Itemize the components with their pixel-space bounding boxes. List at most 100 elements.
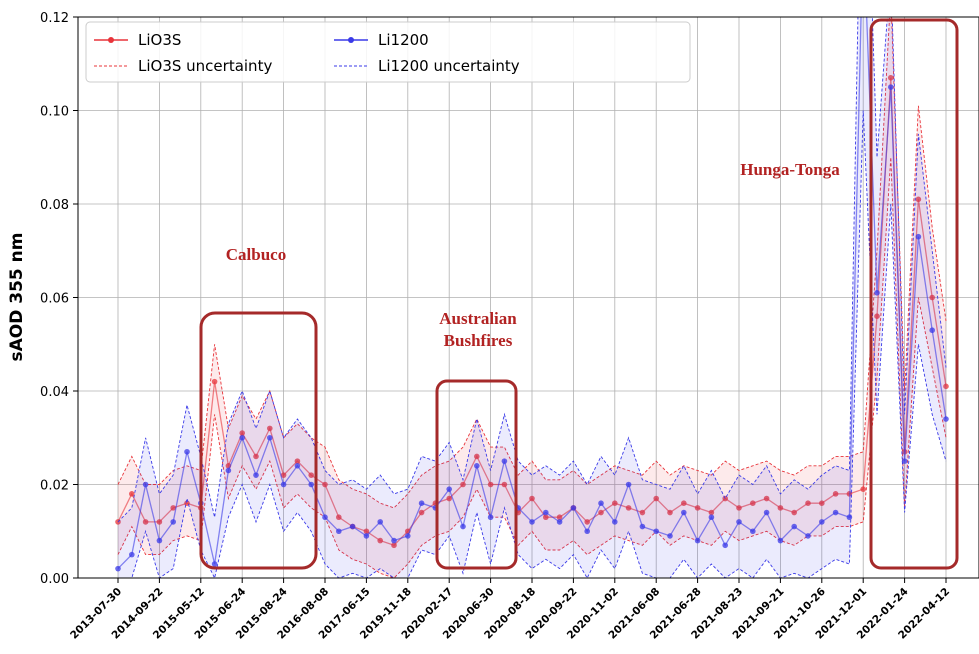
point xyxy=(598,500,604,507)
point xyxy=(943,416,949,422)
point xyxy=(722,542,728,549)
point xyxy=(501,458,508,464)
point xyxy=(474,463,480,469)
point xyxy=(308,481,315,488)
point xyxy=(280,472,287,478)
point xyxy=(322,481,328,488)
point xyxy=(294,458,301,464)
point xyxy=(694,505,701,511)
point xyxy=(460,523,466,530)
point xyxy=(805,500,811,507)
y-axis-label: sAOD 355 nm xyxy=(7,233,27,362)
point xyxy=(487,514,494,521)
point xyxy=(584,528,590,535)
point xyxy=(888,84,894,90)
point xyxy=(598,509,604,516)
point xyxy=(915,233,922,240)
legend-marker xyxy=(348,37,354,43)
point xyxy=(529,495,535,502)
point xyxy=(211,378,218,385)
point xyxy=(943,383,949,390)
point xyxy=(860,486,866,492)
point xyxy=(501,481,508,488)
point xyxy=(308,472,315,478)
point xyxy=(791,509,797,516)
point xyxy=(377,519,384,525)
legend-label: LiO3S xyxy=(138,31,181,49)
point xyxy=(225,467,232,474)
point xyxy=(129,491,135,497)
point xyxy=(653,528,659,535)
point xyxy=(901,458,908,464)
point xyxy=(653,495,659,502)
y-tick-label: 0.02 xyxy=(40,479,69,494)
point xyxy=(929,327,935,334)
point xyxy=(336,528,342,535)
point xyxy=(391,537,397,544)
point xyxy=(667,509,673,516)
point xyxy=(184,448,190,455)
point xyxy=(294,463,301,469)
point xyxy=(253,472,259,478)
point xyxy=(832,491,839,497)
point xyxy=(267,425,273,432)
point xyxy=(336,514,342,521)
point xyxy=(156,519,163,525)
uncertainty-line xyxy=(117,157,947,578)
point xyxy=(349,523,356,530)
point xyxy=(708,509,715,516)
point xyxy=(556,519,563,525)
point xyxy=(418,500,425,507)
point xyxy=(915,196,922,203)
point xyxy=(777,537,784,544)
point xyxy=(736,519,742,525)
point xyxy=(639,509,646,516)
point xyxy=(129,551,135,558)
point xyxy=(832,509,839,516)
highlight-box xyxy=(869,18,959,570)
point xyxy=(363,533,370,539)
point xyxy=(543,509,549,516)
point xyxy=(280,481,287,488)
point xyxy=(791,523,797,530)
y-tick-label: 0.00 xyxy=(40,572,69,587)
legend-marker xyxy=(108,37,114,43)
point xyxy=(570,505,577,511)
point xyxy=(777,505,784,511)
point xyxy=(460,481,466,488)
point xyxy=(556,514,563,521)
point xyxy=(874,290,880,296)
point xyxy=(667,533,673,539)
point xyxy=(708,514,715,521)
point xyxy=(170,519,176,525)
point xyxy=(888,74,894,81)
highlight-box xyxy=(435,379,518,570)
point xyxy=(639,523,646,530)
uncertainty-line xyxy=(117,17,947,509)
point xyxy=(625,505,632,511)
point xyxy=(391,542,397,549)
annotation: Hunga-Tonga xyxy=(740,160,840,179)
point xyxy=(115,565,121,572)
point xyxy=(612,500,618,507)
point xyxy=(377,537,384,544)
legend: LiO3S LiO3S uncertainty Li1200 Li1200 uncer… xyxy=(85,21,691,83)
annotation: Bushfires xyxy=(444,331,513,350)
point xyxy=(805,533,811,539)
y-tick-label: 0.06 xyxy=(40,292,69,307)
legend-label: Li1200 uncertainty xyxy=(378,57,520,75)
y-tick-label: 0.08 xyxy=(40,198,69,213)
point xyxy=(584,519,590,525)
point xyxy=(694,537,701,544)
point xyxy=(681,509,687,516)
point xyxy=(529,519,535,525)
point xyxy=(239,430,245,436)
point xyxy=(446,486,453,492)
point xyxy=(474,453,480,460)
uncertainty-line xyxy=(118,110,947,578)
legend-label: LiO3S uncertainty xyxy=(138,57,272,75)
point xyxy=(543,514,549,521)
point xyxy=(405,533,411,539)
point xyxy=(763,509,770,516)
